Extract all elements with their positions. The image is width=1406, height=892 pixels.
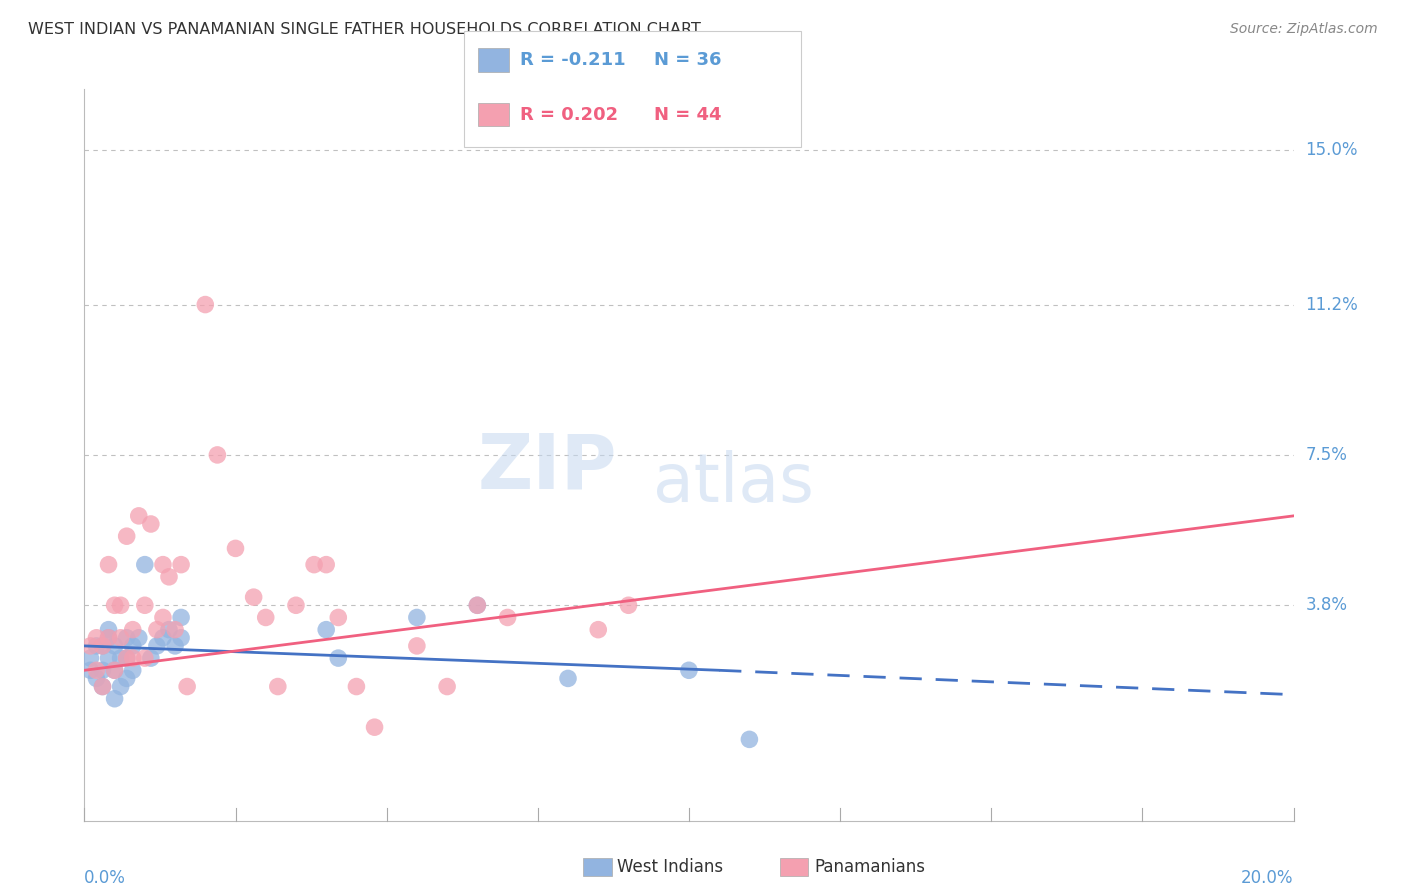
Point: [170, 558, 193, 572]
Text: West Indians: West Indians: [617, 858, 723, 876]
Point: [467, 599, 489, 613]
Point: [79, 639, 101, 653]
Point: [176, 680, 198, 694]
Point: [467, 599, 489, 613]
Point: [97, 631, 120, 645]
Point: [157, 623, 180, 637]
Point: [134, 558, 156, 572]
Point: [328, 610, 350, 624]
Point: [104, 639, 127, 653]
Point: [678, 663, 700, 677]
Point: [139, 651, 162, 665]
Point: [163, 639, 186, 653]
Point: [557, 672, 579, 686]
Point: [115, 529, 138, 543]
Text: N = 44: N = 44: [654, 105, 721, 123]
Point: [115, 631, 138, 645]
Point: [110, 631, 132, 645]
Point: [121, 651, 143, 665]
Point: [115, 651, 138, 665]
Point: [128, 631, 150, 645]
Point: [134, 599, 156, 613]
Point: [86, 639, 108, 653]
Point: [91, 639, 114, 653]
Text: Panamanians: Panamanians: [814, 858, 925, 876]
Text: 0.0%: 0.0%: [84, 870, 127, 888]
Point: [128, 508, 150, 523]
Point: [121, 639, 143, 653]
Point: [254, 610, 277, 624]
Point: [363, 720, 385, 734]
Point: [617, 599, 640, 613]
Point: [146, 623, 169, 637]
Point: [315, 623, 337, 637]
Point: [588, 623, 610, 637]
Point: [86, 672, 108, 686]
Point: [139, 516, 162, 531]
Point: [115, 672, 138, 686]
Point: [170, 631, 193, 645]
Point: [207, 448, 229, 462]
Text: Source: ZipAtlas.com: Source: ZipAtlas.com: [1230, 22, 1378, 37]
Point: [97, 631, 120, 645]
Point: [104, 691, 127, 706]
Point: [115, 651, 138, 665]
Point: [121, 663, 143, 677]
Text: WEST INDIAN VS PANAMANIAN SINGLE FATHER HOUSEHOLDS CORRELATION CHART: WEST INDIAN VS PANAMANIAN SINGLE FATHER …: [28, 22, 702, 37]
Point: [146, 639, 169, 653]
Point: [91, 680, 114, 694]
Point: [328, 651, 350, 665]
Text: 20.0%: 20.0%: [1241, 870, 1294, 888]
Point: [121, 623, 143, 637]
Point: [152, 558, 174, 572]
Point: [738, 732, 761, 747]
Text: R = -0.211: R = -0.211: [520, 51, 626, 69]
Point: [242, 590, 264, 604]
Point: [152, 610, 174, 624]
Point: [91, 639, 114, 653]
Point: [302, 558, 325, 572]
Point: [315, 558, 337, 572]
Text: ZIP: ZIP: [478, 430, 617, 504]
Point: [97, 651, 120, 665]
Point: [225, 541, 247, 556]
Point: [104, 663, 127, 677]
Text: 3.8%: 3.8%: [1306, 596, 1347, 615]
Text: atlas: atlas: [652, 450, 814, 516]
Point: [152, 631, 174, 645]
Text: 11.2%: 11.2%: [1306, 295, 1358, 314]
Text: 15.0%: 15.0%: [1306, 141, 1358, 159]
Point: [110, 651, 132, 665]
Point: [157, 570, 180, 584]
Point: [104, 663, 127, 677]
Point: [163, 623, 186, 637]
Point: [267, 680, 290, 694]
Text: N = 36: N = 36: [654, 51, 721, 69]
Point: [97, 623, 120, 637]
Point: [79, 663, 101, 677]
Point: [436, 680, 458, 694]
Point: [86, 631, 108, 645]
Point: [79, 651, 101, 665]
Point: [91, 663, 114, 677]
Text: 7.5%: 7.5%: [1306, 446, 1347, 464]
Point: [496, 610, 519, 624]
Text: R = 0.202: R = 0.202: [520, 105, 619, 123]
Point: [284, 599, 308, 613]
Point: [346, 680, 368, 694]
Point: [110, 599, 132, 613]
Point: [86, 663, 108, 677]
Point: [97, 558, 120, 572]
Point: [110, 680, 132, 694]
Point: [170, 610, 193, 624]
Point: [406, 610, 429, 624]
Point: [104, 599, 127, 613]
Point: [91, 680, 114, 694]
Point: [406, 639, 429, 653]
Point: [134, 651, 156, 665]
Point: [194, 297, 217, 311]
